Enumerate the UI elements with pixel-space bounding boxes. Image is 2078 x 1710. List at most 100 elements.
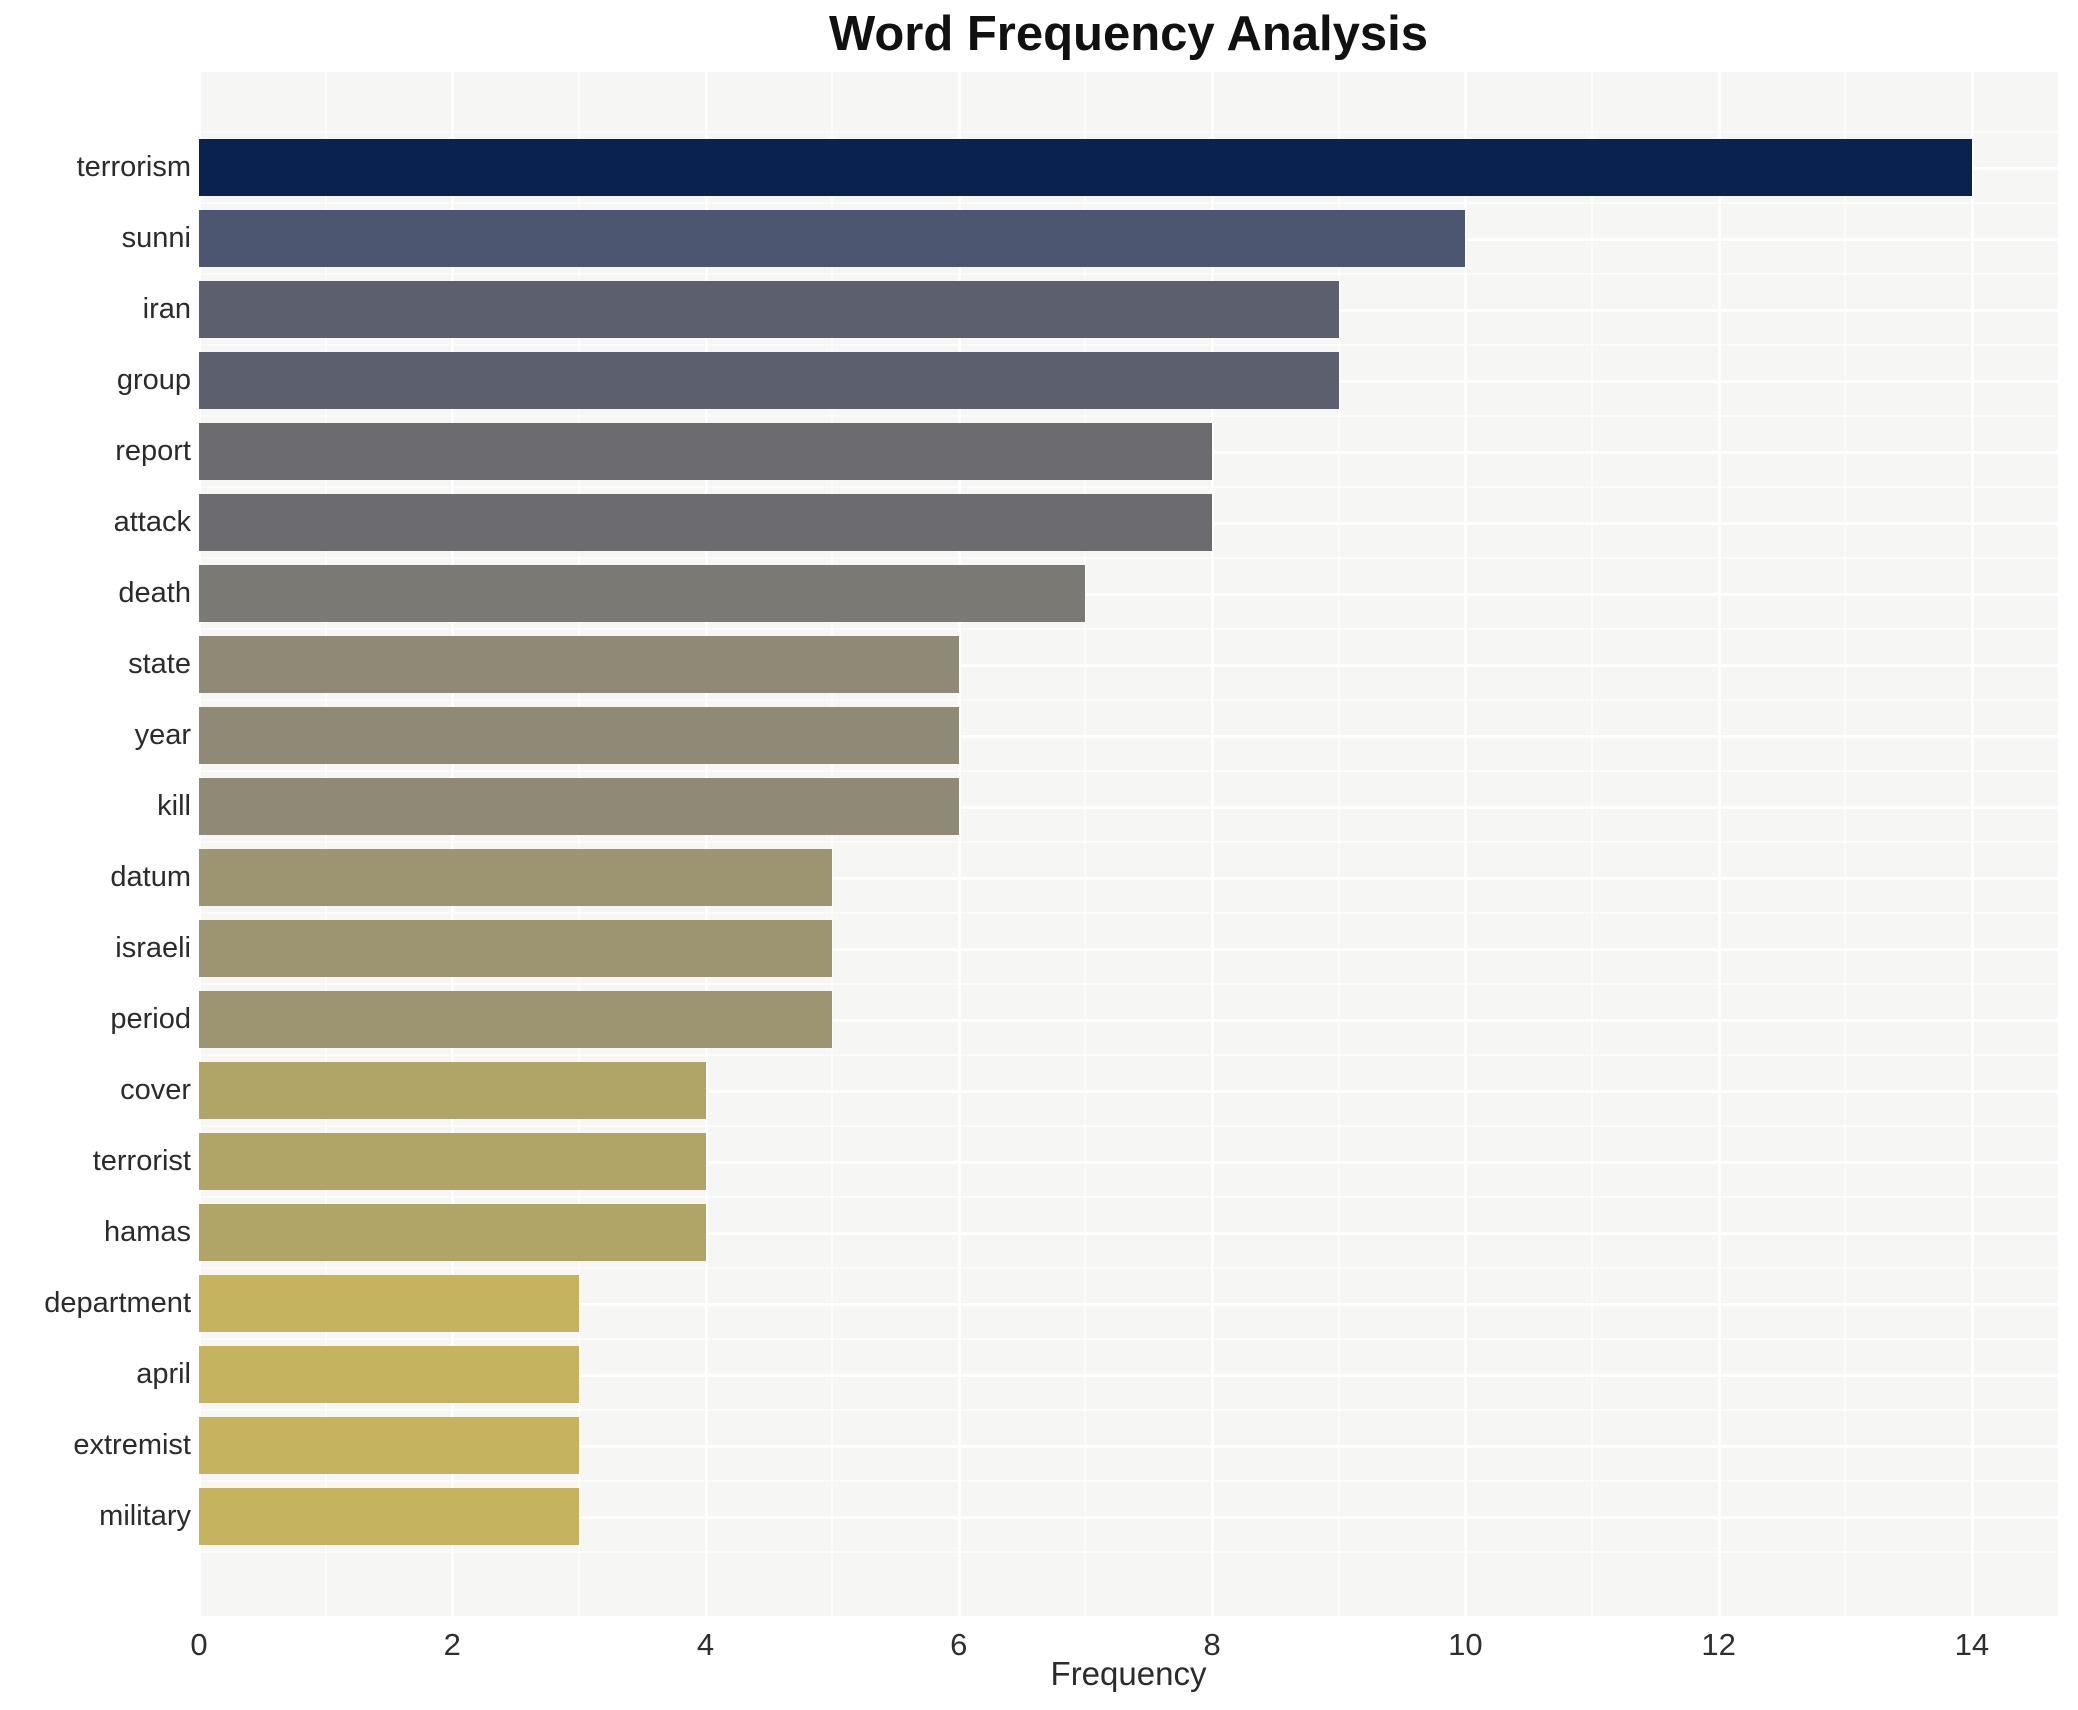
bar-hamas <box>199 1204 706 1261</box>
gridline-horizontal-minor <box>199 1409 2058 1411</box>
gridline-horizontal-major <box>199 1302 2058 1306</box>
bar-military <box>199 1488 579 1545</box>
chart-title: Word Frequency Analysis <box>828 7 1429 61</box>
y-tick-label-group: group <box>116 364 191 396</box>
gridline-horizontal-minor <box>199 1054 2058 1056</box>
gridline-horizontal-minor <box>199 486 2058 488</box>
gridline-vertical-major <box>1464 72 1468 1616</box>
y-tick-label-datum: datum <box>110 861 191 893</box>
gridline-vertical-minor <box>577 72 580 1616</box>
gridline-horizontal-major <box>199 592 2058 596</box>
gridline-horizontal-major <box>199 1373 2058 1377</box>
bar-attack <box>199 494 1213 551</box>
x-axis-title: Frequency <box>1050 1655 1207 1692</box>
gridline-horizontal-minor <box>199 202 2058 204</box>
y-tick-label-sunni: sunni <box>121 222 191 254</box>
plot-area <box>199 72 2058 1616</box>
gridline-vertical-minor <box>1844 72 1847 1616</box>
x-tick-label-14: 14 <box>1954 1627 1990 1662</box>
gridline-vertical-major <box>957 72 961 1616</box>
gridline-horizontal-minor <box>199 344 2058 346</box>
gridline-horizontal-minor <box>199 1267 2058 1269</box>
gridline-vertical-minor <box>831 72 834 1616</box>
bar-state <box>199 636 959 693</box>
y-tick-label-terrorist: terrorist <box>92 1145 191 1177</box>
gridline-vertical-minor <box>1084 72 1087 1616</box>
gridline-vertical-major <box>199 72 201 1616</box>
x-tick-label-0: 0 <box>190 1627 208 1662</box>
gridline-horizontal-minor <box>199 628 2058 630</box>
gridline-horizontal-minor <box>199 415 2058 417</box>
y-tick-label-terrorism: terrorism <box>76 151 191 183</box>
gridline-horizontal-minor <box>199 770 2058 772</box>
y-tick-label-report: report <box>115 435 191 467</box>
x-tick-label-4: 4 <box>696 1627 715 1662</box>
gridline-horizontal-minor <box>199 131 2058 133</box>
gridline-horizontal-major <box>199 1160 2058 1164</box>
gridline-horizontal-major <box>199 1231 2058 1235</box>
bar-datum <box>199 849 833 906</box>
gridline-horizontal-major <box>199 947 2058 951</box>
gridline-vertical-major <box>1717 72 1721 1616</box>
y-tick-label-israeli: israeli <box>115 932 191 964</box>
y-tick-label-hamas: hamas <box>103 1216 191 1248</box>
y-tick-label-state: state <box>128 648 191 680</box>
gridline-horizontal-major <box>199 876 2058 880</box>
x-tick-label-12: 12 <box>1701 1627 1736 1662</box>
gridline-vertical-minor <box>1337 72 1340 1616</box>
gridline-vertical-minor <box>324 72 327 1616</box>
y-tick-label-death: death <box>118 577 191 609</box>
bar-terrorism <box>199 139 1972 196</box>
y-tick-label-period: period <box>110 1003 191 1035</box>
y-tick-label-year: year <box>134 719 191 751</box>
gridline-horizontal-minor <box>199 1125 2058 1127</box>
y-tick-label-kill: kill <box>157 790 191 822</box>
gridline-horizontal-minor <box>199 841 2058 843</box>
gridline-horizontal-minor <box>199 1480 2058 1482</box>
bar-iran <box>199 281 1339 338</box>
x-tick-label-6: 6 <box>950 1627 968 1662</box>
gridline-horizontal-minor <box>199 273 2058 275</box>
bar-group <box>199 352 1339 409</box>
bar-extremist <box>199 1417 579 1474</box>
gridline-horizontal-major <box>199 663 2058 667</box>
gridline-vertical-minor <box>1590 72 1593 1616</box>
bar-period <box>199 991 833 1048</box>
y-tick-label-cover: cover <box>120 1074 191 1106</box>
y-tick-label-extremist: extremist <box>73 1429 191 1461</box>
gridline-vertical-major <box>1211 72 1215 1616</box>
gridline-horizontal-major <box>199 1018 2058 1022</box>
y-tick-label-department: department <box>44 1287 191 1319</box>
gridline-horizontal-major <box>199 1089 2058 1093</box>
bar-cover <box>199 1062 706 1119</box>
gridline-vertical-major <box>451 72 455 1616</box>
y-tick-label-april: april <box>136 1358 191 1390</box>
gridline-horizontal-major <box>199 805 2058 809</box>
y-axis-labels: terrorism sunni iran group report attack death… <box>0 72 191 1616</box>
gridline-horizontal-minor <box>199 912 2058 914</box>
bar-sunni <box>199 210 1466 267</box>
gridline-horizontal-major <box>199 1444 2058 1448</box>
bar-death <box>199 565 1086 622</box>
gridline-horizontal-minor <box>199 983 2058 985</box>
x-axis-tick-labels: 0 2 4 6 8 10 12 14 <box>190 1626 2058 1664</box>
bar-year <box>199 707 959 764</box>
gridline-horizontal-minor <box>199 1196 2058 1198</box>
gridline-horizontal-minor <box>199 1338 2058 1340</box>
bar-april <box>199 1346 579 1403</box>
x-tick-label-2: 2 <box>443 1627 461 1662</box>
x-tick-label-10: 10 <box>1448 1627 1483 1662</box>
y-tick-label-attack: attack <box>113 506 191 538</box>
bar-terrorist <box>199 1133 706 1190</box>
gridline-horizontal-minor <box>199 1551 2058 1553</box>
bar-department <box>199 1275 579 1332</box>
gridline-horizontal-minor <box>199 699 2058 701</box>
bar-kill <box>199 778 959 835</box>
gridline-vertical-major <box>704 72 708 1616</box>
bar-report <box>199 423 1213 480</box>
gridline-horizontal-major <box>199 1515 2058 1519</box>
bar-israeli <box>199 920 833 977</box>
gridline-vertical-major <box>1970 72 1974 1616</box>
y-tick-label-military: military <box>99 1500 191 1532</box>
